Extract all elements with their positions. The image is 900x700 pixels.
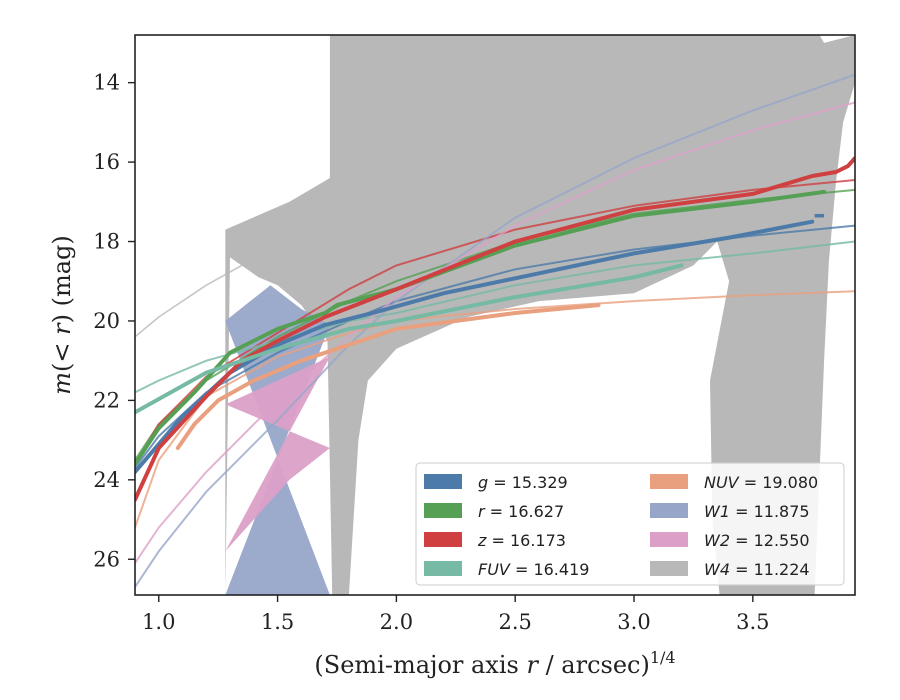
y-tick-label: 24 [93, 468, 120, 492]
plot-frame [134, 34, 856, 596]
curve-z [135, 179, 855, 465]
x-tick-label: 2.0 [380, 610, 413, 634]
curve-w4 [135, 58, 855, 338]
y-tick-label: 18 [93, 230, 120, 254]
band-w4 [225, 35, 855, 595]
x-tick-label: 3.5 [736, 610, 769, 634]
legend-label-nuv: NUV = 19.080 [704, 473, 818, 492]
legend-label-w4: W4 = 11.224 [704, 560, 810, 579]
y-tick-label: 20 [93, 309, 120, 333]
y-tick-label: 14 [93, 71, 120, 95]
profile-z [135, 156, 855, 502]
profile-nuv [175, 303, 601, 450]
x-axis-ticks: 1.0 1.5 2.0 2.5 3.0 3.5 [142, 595, 770, 634]
uncertainty-bands [225, 35, 855, 595]
legend-swatch-w1 [650, 503, 688, 518]
legend-label-z: z = 16.173 [477, 531, 566, 550]
legend-label-w2: W2 = 12.550 [704, 531, 810, 550]
legend-swatch-w4 [650, 561, 688, 576]
profile-fuv [135, 263, 684, 415]
y-axis-label: m(< r) (mag) [48, 235, 76, 395]
x-axis-label: (Semi-major axis r / arcsec)1/4 [314, 648, 675, 679]
legend-swatch-g [424, 474, 462, 489]
legend-swatch-z [424, 532, 462, 547]
legend-label-r: r = 16.627 [478, 502, 564, 521]
legend: g = 15.329 r = 16.627 z = 16.173 FUV = 16.4… [415, 462, 845, 586]
legend-swatch-r [424, 503, 462, 518]
band-w2 [225, 356, 330, 552]
y-tick-label: 22 [93, 388, 120, 412]
y-tick-label: 16 [93, 150, 120, 174]
band-w1 [225, 285, 330, 595]
legend-swatch-fuv [424, 561, 462, 576]
profile-r [135, 189, 827, 466]
legend-label-fuv: FUV = 16.419 [478, 560, 589, 579]
x-tick-label: 1.0 [142, 610, 175, 634]
legend-label-w1: W1 = 11.875 [704, 502, 810, 521]
x-tick-label: 2.5 [498, 610, 531, 634]
y-tick-label: 26 [93, 547, 120, 571]
legend-swatch-nuv [650, 474, 688, 489]
x-tick-label: 3.0 [617, 610, 650, 634]
legend-label-g: g = 15.329 [478, 473, 568, 492]
curve-w2 [135, 101, 855, 564]
legend-box [415, 462, 845, 586]
y-axis-ticks: 14 16 18 20 22 24 26 [93, 71, 135, 571]
legend-swatch-w2 [650, 532, 688, 547]
measured-profiles [135, 156, 855, 502]
x-tick-label: 1.5 [261, 610, 294, 634]
